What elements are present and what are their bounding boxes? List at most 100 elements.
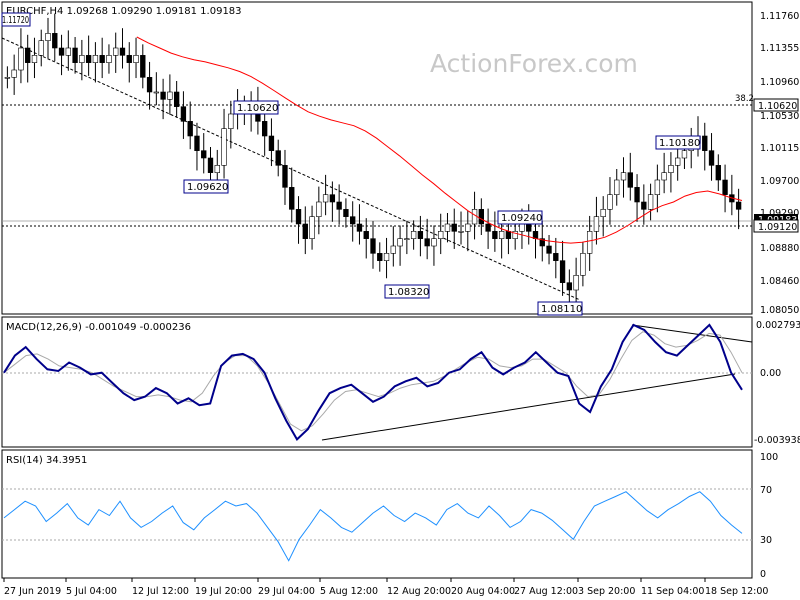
- rsi-panel: [1, 449, 753, 579]
- annotation-1.09620: 1.09620: [183, 179, 229, 194]
- candle-body: [261, 121, 268, 137]
- candle-body: [201, 150, 207, 159]
- macd-trendline-upper: [631, 324, 753, 343]
- candle-body: [580, 253, 586, 276]
- y-tick: 1.09700: [760, 176, 799, 187]
- y-tick: 0.002793: [756, 320, 800, 331]
- y-tick: -0.003938: [754, 435, 800, 446]
- candle-body: [18, 47, 24, 71]
- candle-body: [194, 135, 200, 151]
- candle-body: [390, 245, 396, 254]
- annotation-text: 1.09620: [187, 182, 228, 193]
- candle-body: [451, 223, 457, 232]
- candle-body: [173, 91, 180, 107]
- y-tick: 0: [760, 569, 766, 580]
- candle-body: [329, 194, 336, 203]
- annotation-text: 1.09240: [501, 213, 542, 224]
- candle-body: [478, 209, 484, 225]
- x-tick-label: 27 Aug 12:00: [514, 586, 578, 597]
- y-tick: 1.11355: [760, 43, 799, 54]
- candle-body: [512, 231, 518, 239]
- candle-body: [58, 47, 65, 56]
- x-tick-label: 27 Jun 2019: [4, 586, 61, 597]
- candle-body: [140, 55, 146, 78]
- annotation-1.11720: 1.11720: [1, 12, 31, 27]
- candle-body: [715, 165, 721, 181]
- price-panel: [1, 1, 753, 315]
- y-tick: 30: [760, 535, 772, 546]
- candle-body: [153, 91, 160, 94]
- candle-body: [146, 77, 153, 93]
- candle-body: [627, 172, 633, 188]
- price-trendline: [1, 37, 581, 301]
- y-tick: 100: [760, 452, 778, 463]
- rsi-line: [3, 491, 743, 562]
- candle-body: [417, 231, 424, 239]
- candle-body: [634, 187, 640, 203]
- candle-body: [681, 150, 688, 159]
- candle-body: [38, 40, 44, 56]
- candle-body: [397, 238, 403, 247]
- candle-body: [404, 238, 410, 240]
- candle-body: [675, 157, 681, 166]
- candle-body: [614, 179, 620, 195]
- candle-body: [654, 179, 661, 195]
- candle-body: [661, 172, 667, 181]
- macd-signal-line: [3, 331, 743, 432]
- moving-average-line: [136, 36, 743, 244]
- candle-body: [377, 253, 383, 261]
- x-tick-label: 29 Jul 04:00: [258, 586, 315, 597]
- candle-body: [708, 150, 715, 166]
- y-tick: 1.08880: [760, 243, 799, 254]
- candle-body: [505, 231, 512, 239]
- candle-body: [92, 55, 99, 63]
- y-tick: 1.11760: [760, 11, 799, 22]
- candle-body: [295, 209, 302, 225]
- macd-line: [3, 323, 743, 441]
- rsi-panel-title: RSI(14) 34.3951: [6, 455, 87, 466]
- macd-y-axis: 0.002793 0.00 -0.003938: [754, 320, 800, 446]
- candle-body: [119, 47, 126, 56]
- price-y-axis: 1.11760 1.11355 1.10960 1.10620 1.10530 …: [753, 11, 799, 316]
- candle-body: [641, 201, 647, 210]
- candle-body: [85, 55, 92, 63]
- candle-body: [160, 91, 166, 100]
- x-tick-label: 3 Sep 20:00: [578, 586, 635, 597]
- candle-body: [485, 223, 491, 232]
- candle-body: [458, 231, 464, 233]
- x-tick-label: 12 Aug 20:00: [387, 586, 451, 597]
- candle-body: [607, 194, 613, 210]
- candle-body: [282, 165, 288, 188]
- candle-body: [126, 55, 132, 63]
- candle-body: [383, 253, 390, 261]
- x-tick-label: 19 Jul 20:00: [195, 586, 252, 597]
- candle-body: [647, 194, 654, 210]
- annotation-text: 1.08320: [388, 287, 429, 298]
- candle-body: [553, 253, 559, 261]
- candle-body: [702, 135, 708, 151]
- rsi-y-axis: 100 70 30 0: [760, 452, 778, 580]
- y-tick: 1.10115: [760, 143, 799, 154]
- candle-body: [52, 33, 58, 49]
- candle-body: [11, 69, 17, 78]
- candle-body: [180, 106, 187, 122]
- candle-body: [722, 179, 728, 195]
- candle-body: [465, 223, 471, 232]
- candle-body: [268, 135, 275, 151]
- candle-body: [492, 231, 498, 239]
- watermark: ActionForex.com: [430, 49, 638, 78]
- candle-body: [559, 260, 566, 283]
- candle-body: [322, 194, 329, 203]
- annotation-text: 1.10180: [659, 138, 700, 149]
- y-tick-level: 1.09120: [758, 222, 797, 233]
- candle-body: [214, 165, 220, 173]
- candle-body: [620, 172, 627, 181]
- candle-body: [316, 201, 322, 217]
- candle-body: [4, 77, 11, 79]
- candle-body: [309, 216, 315, 239]
- candle-body: [370, 238, 376, 254]
- candle-body: [72, 47, 78, 63]
- candle-body: [99, 55, 105, 63]
- annotation-1.08110: 1.08110: [537, 301, 583, 316]
